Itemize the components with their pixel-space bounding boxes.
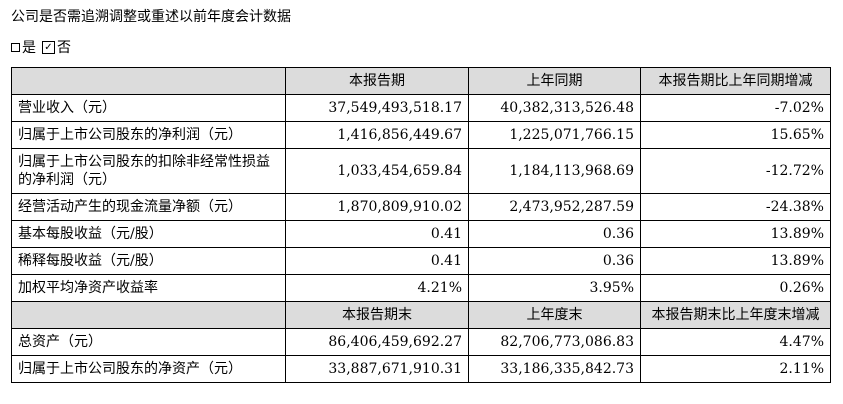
change-value: 15.65% xyxy=(640,121,831,149)
restatement-options: 是 ✓ 否 xyxy=(11,38,71,58)
table-row: 稀释每股收益（元/股） 0.41 0.36 13.89% xyxy=(11,247,831,275)
no-checkbox-checked: ✓ xyxy=(42,40,55,54)
header-cell-change-pct: 本报告期比上年同期增减 xyxy=(640,67,831,95)
yes-label: 是 xyxy=(22,40,36,56)
table-row: 归属于上市公司股东的净资产（元） 33,887,671,910.31 33,18… xyxy=(11,355,831,383)
header-cell-blank xyxy=(11,67,286,95)
table-row: 总资产（元） 86,406,459,692.27 82,706,773,086.… xyxy=(11,328,831,356)
row-label: 归属于上市公司股东的净资产（元） xyxy=(11,355,286,383)
header-cell-current-period: 本报告期 xyxy=(285,67,469,95)
change-value: 13.89% xyxy=(640,247,831,275)
prior-value: 40,382,313,526.48 xyxy=(468,94,641,122)
header-cell-period-end: 本报告期末 xyxy=(285,301,469,329)
current-value: 1,870,809,910.02 xyxy=(285,193,469,221)
table-row: 基本每股收益（元/股） 0.41 0.36 13.89% xyxy=(11,220,831,248)
yes-checkbox xyxy=(11,42,20,52)
header-row-period-end: 本报告期末 上年度末 本报告期末比上年度末增减 xyxy=(11,301,831,329)
change-value: -7.02% xyxy=(640,94,831,122)
prior-value: 1,184,113,968.69 xyxy=(468,148,641,194)
header-cell-prior-year-period: 上年同期 xyxy=(468,67,641,95)
row-label: 经营活动产生的现金流量净额（元） xyxy=(11,193,286,221)
header-cell-change-pct: 本报告期末比上年度末增减 xyxy=(640,301,831,329)
header-cell-blank xyxy=(11,301,286,329)
current-value: 1,033,454,659.84 xyxy=(285,148,469,194)
financial-data-table: 本报告期 上年同期 本报告期比上年同期增减 营业收入（元） 37,549,493… xyxy=(11,67,831,383)
prior-value: 2,473,952,287.59 xyxy=(468,193,641,221)
row-label: 营业收入（元） xyxy=(11,94,286,122)
change-value: 13.89% xyxy=(640,220,831,248)
current-value: 0.41 xyxy=(285,220,469,248)
change-value: 2.11% xyxy=(640,355,831,383)
current-value: 86,406,459,692.27 xyxy=(285,328,469,356)
row-label: 总资产（元） xyxy=(11,328,286,356)
section-heading: 公司是否需追溯调整或重述以前年度会计数据 xyxy=(11,9,291,25)
current-value: 4.21% xyxy=(285,274,469,302)
current-value: 33,887,671,910.31 xyxy=(285,355,469,383)
table-row: 经营活动产生的现金流量净额（元） 1,870,809,910.02 2,473,… xyxy=(11,193,831,221)
prior-value: 33,186,335,842.73 xyxy=(468,355,641,383)
table-row: 营业收入（元） 37,549,493,518.17 40,382,313,526… xyxy=(11,94,831,122)
table-row: 归属于上市公司股东的净利润（元） 1,416,856,449.67 1,225,… xyxy=(11,121,831,149)
row-label: 加权平均净资产收益率 xyxy=(11,274,286,302)
current-value: 1,416,856,449.67 xyxy=(285,121,469,149)
no-label: 否 xyxy=(57,40,71,56)
change-value: 4.47% xyxy=(640,328,831,356)
change-value: 0.26% xyxy=(640,274,831,302)
row-label: 归属于上市公司股东的扣除非经常性损益的净利润（元） xyxy=(11,148,286,194)
change-value: -12.72% xyxy=(640,148,831,194)
prior-value: 0.36 xyxy=(468,220,641,248)
header-row-current-period: 本报告期 上年同期 本报告期比上年同期增减 xyxy=(11,67,831,95)
prior-value: 0.36 xyxy=(468,247,641,275)
prior-value: 3.95% xyxy=(468,274,641,302)
row-label: 归属于上市公司股东的净利润（元） xyxy=(11,121,286,149)
prior-value: 1,225,071,766.15 xyxy=(468,121,641,149)
current-value: 0.41 xyxy=(285,247,469,275)
table-row: 加权平均净资产收益率 4.21% 3.95% 0.26% xyxy=(11,274,831,302)
table-row: 归属于上市公司股东的扣除非经常性损益的净利润（元） 1,033,454,659.… xyxy=(11,148,831,194)
prior-value: 82,706,773,086.83 xyxy=(468,328,641,356)
row-label: 基本每股收益（元/股） xyxy=(11,220,286,248)
header-cell-prior-year-end: 上年度末 xyxy=(468,301,641,329)
change-value: -24.38% xyxy=(640,193,831,221)
current-value: 37,549,493,518.17 xyxy=(285,94,469,122)
row-label: 稀释每股收益（元/股） xyxy=(11,247,286,275)
